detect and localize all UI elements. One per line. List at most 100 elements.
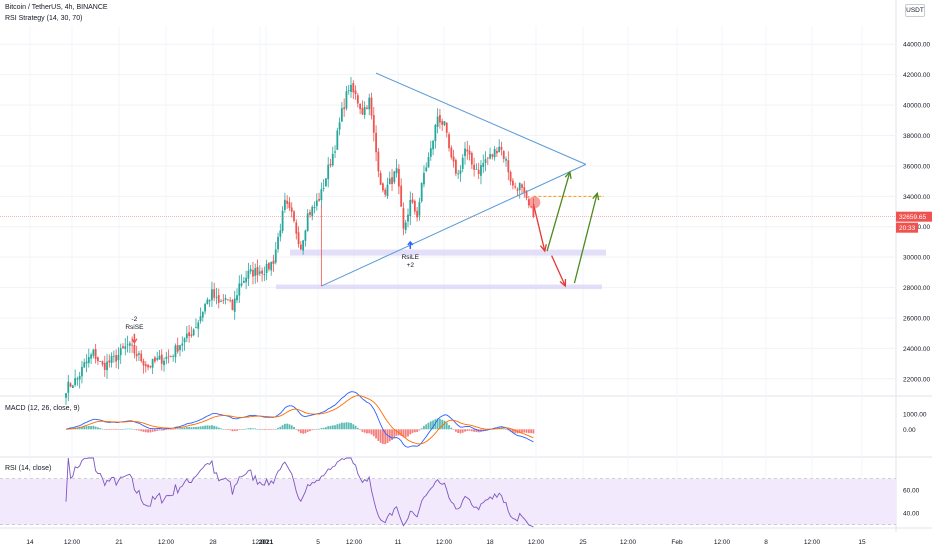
macd-bar	[87, 425, 90, 430]
candle-body	[124, 346, 127, 349]
time-tick-label: 12:00	[346, 539, 363, 546]
macd-bar	[83, 426, 86, 430]
macd-bar	[233, 429, 236, 432]
candle-body	[525, 190, 528, 199]
macd-bar	[176, 428, 179, 430]
macd-bar	[361, 429, 364, 432]
candle-body	[190, 334, 193, 336]
candle-body	[263, 274, 266, 276]
projection-up-arrow-head	[592, 191, 600, 201]
candle-body	[144, 364, 147, 367]
macd-bar	[377, 429, 380, 441]
time-tick-label: Feb	[671, 539, 683, 546]
candle-body	[336, 130, 339, 150]
time-tick-label: 12:00	[158, 539, 175, 546]
macd-bar	[172, 429, 175, 430]
macd-bar	[418, 429, 421, 431]
candle-body	[293, 211, 295, 221]
macd-bar	[313, 429, 316, 430]
candle-body	[491, 154, 494, 157]
macd-bar	[135, 429, 138, 431]
macd-bar	[263, 429, 266, 431]
candle-body	[461, 157, 464, 169]
macd-bar	[151, 429, 154, 432]
macd-bar	[163, 429, 165, 431]
strategy-legend: RSI Strategy (14, 30, 70)	[5, 15, 83, 22]
macd-bar	[199, 426, 202, 430]
candle-body	[252, 270, 254, 277]
candle-body	[425, 167, 428, 171]
candle-body	[299, 244, 302, 250]
candle-body	[486, 157, 489, 159]
candle-body	[140, 353, 143, 362]
candle-body	[247, 270, 250, 279]
macd-bar	[190, 427, 193, 430]
macd-bar	[302, 429, 305, 434]
candle-body	[482, 163, 485, 168]
macd-bar	[452, 429, 455, 430]
macd-bar	[247, 428, 250, 430]
candle-body	[174, 345, 177, 358]
macd-bar	[94, 426, 97, 430]
price-tick-label: 44000.00	[903, 42, 930, 49]
macd-bar	[445, 422, 448, 430]
candle-body	[240, 283, 243, 286]
macd-histogram	[67, 418, 535, 445]
macd-bar	[502, 428, 505, 430]
time-tick-label: 12:00	[64, 539, 81, 546]
macd-bar	[133, 429, 136, 430]
signal-count: -2	[132, 316, 138, 323]
candle-body	[450, 147, 453, 158]
candle-body	[179, 345, 181, 351]
candle-body	[138, 353, 140, 355]
macd-bar	[138, 429, 140, 431]
candle-body	[156, 358, 159, 360]
candle-body	[329, 163, 332, 166]
candle-body	[279, 230, 282, 237]
macd-bar	[402, 429, 405, 438]
macd-bar	[336, 424, 339, 430]
candle-body	[226, 299, 229, 301]
candle-body	[261, 270, 263, 274]
candle-body	[454, 160, 457, 174]
macd-bar	[110, 429, 113, 430]
candle-body	[176, 345, 179, 352]
macd-bar	[270, 429, 273, 430]
candle-body	[85, 361, 88, 364]
candle-body	[452, 156, 455, 162]
candle-body	[356, 95, 359, 104]
last-price-label: 32659.65	[899, 214, 926, 221]
macd-bar	[281, 425, 284, 430]
macd-bar	[470, 429, 473, 432]
price-tick-label: 38000.00	[903, 133, 930, 140]
time-tick-label: 11	[395, 539, 402, 546]
time-tick-label: 15	[858, 539, 866, 546]
candle-body	[158, 355, 161, 360]
candle-body	[290, 207, 293, 212]
candle-body	[411, 199, 414, 203]
candle-body	[119, 348, 122, 356]
macd-bar	[293, 426, 295, 430]
macd-bar	[457, 429, 460, 433]
currency-selector[interactable]: USDT	[905, 4, 925, 17]
macd-bar	[304, 429, 307, 434]
candle-body	[92, 349, 95, 356]
candle-body	[172, 356, 175, 358]
macd-bar	[144, 429, 147, 433]
current-price-marker	[528, 196, 541, 209]
candle-body	[523, 187, 526, 193]
macd-bar	[103, 429, 106, 430]
macd-bar	[521, 429, 523, 433]
macd-bar	[416, 429, 419, 432]
macd-bar	[345, 422, 348, 430]
macd-bar	[122, 428, 124, 430]
projection-up-arrow	[573, 193, 598, 284]
candle-body	[149, 365, 152, 368]
macd-bar	[384, 429, 387, 445]
candle-body	[90, 354, 92, 359]
candle-body	[71, 385, 74, 389]
macd-bar	[195, 426, 197, 430]
price-tick-label: 42000.00	[903, 72, 930, 79]
macd-bar	[439, 418, 441, 430]
